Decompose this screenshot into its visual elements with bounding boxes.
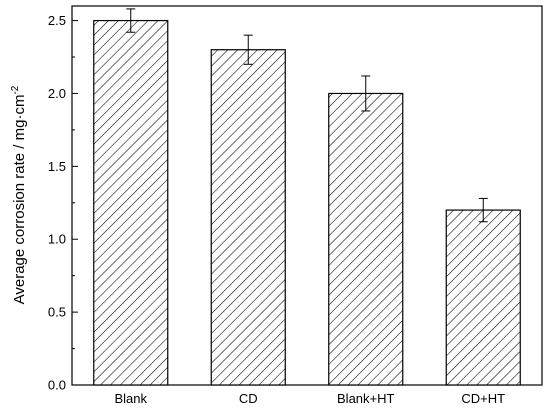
plot-frame [71,5,543,386]
x-tick-label: Blank [114,391,147,406]
x-tick-label: Blank+HT [337,391,394,406]
y-tick-label: 2.5 [48,13,66,28]
y-tick-label: 2.0 [48,86,66,101]
bar [210,49,286,386]
y-tick-label: 1.0 [48,232,66,247]
bar-series [93,19,521,386]
y-axis: 0.0 0.5 1.0 1.5 2.0 2.5 [48,13,78,393]
y-axis-title-superscript: -2 [10,85,21,94]
y-tick-label: 0.5 [48,305,66,320]
error-bars [126,8,488,223]
bar [93,19,169,386]
x-tick-label: CD [239,391,258,406]
y-axis-title: Average corrosion rate / mg·cm-2 [10,85,28,304]
bar [445,209,521,386]
y-tick-label: 0.0 [48,378,66,393]
bar [328,92,404,386]
y-tick-label: 1.5 [48,159,66,174]
y-axis-title-main: Average corrosion rate / mg·cm [11,95,28,305]
x-tick-label: CD+HT [461,391,505,406]
